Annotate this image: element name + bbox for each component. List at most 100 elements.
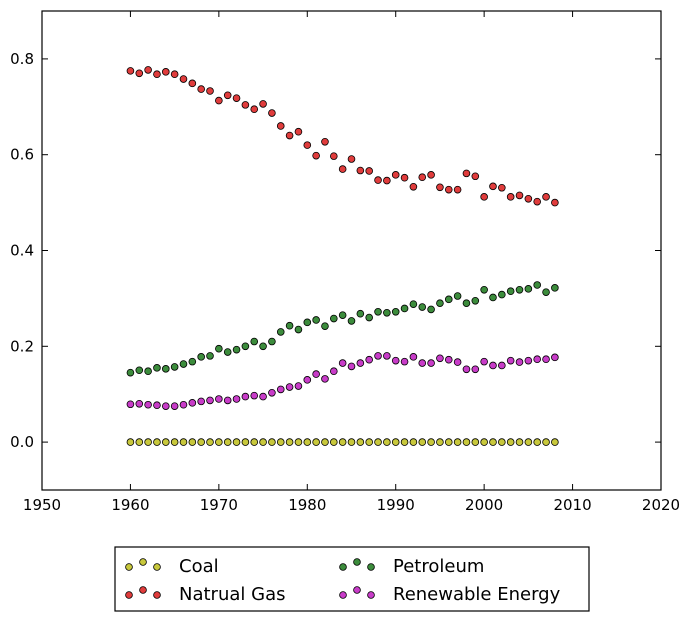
- data-point: [206, 396, 214, 405]
- data-point: [391, 171, 400, 179]
- data-point: [179, 75, 188, 83]
- data-point: [215, 344, 223, 353]
- data-point: [462, 169, 471, 178]
- data-point: [294, 127, 303, 136]
- data-point: [321, 438, 329, 446]
- data-point: [153, 364, 161, 372]
- data-point: [303, 376, 312, 384]
- data-point: [197, 438, 205, 446]
- y-tick-label: 0.6: [10, 146, 34, 164]
- legend: Coal Natrual Gas Petroleum Renewable Energy: [114, 546, 590, 612]
- data-point: [170, 438, 179, 446]
- legend-marker: [153, 563, 161, 571]
- data-point: [126, 368, 135, 377]
- data-point: [533, 281, 541, 289]
- data-point: [179, 438, 188, 446]
- data-point: [444, 438, 453, 446]
- data-point: [250, 105, 259, 113]
- data-point: [480, 193, 488, 201]
- data-point: [347, 438, 356, 446]
- data-point: [144, 66, 152, 74]
- data-point: [551, 198, 559, 207]
- data-point: [498, 290, 506, 299]
- data-point: [542, 438, 550, 446]
- data-point: [223, 91, 232, 100]
- data-point: [436, 183, 444, 192]
- data-point: [409, 300, 418, 308]
- data-point: [489, 182, 497, 191]
- axes-frame: [41, 10, 662, 491]
- data-point: [321, 375, 329, 383]
- data-point: [365, 313, 373, 322]
- legend-marker: [153, 591, 161, 599]
- data-point: [409, 182, 418, 191]
- data-point: [268, 388, 276, 397]
- data-point: [436, 299, 444, 307]
- data-point: [338, 438, 347, 446]
- data-point: [144, 400, 152, 409]
- data-point: [135, 399, 144, 408]
- data-point: [471, 172, 480, 181]
- data-point: [409, 438, 418, 446]
- plot-area: 1950 1960 1970 1980 1990 2000 2010 2020 0.0 0.2 0.…: [10, 10, 680, 514]
- data-point: [515, 358, 524, 366]
- data-point: [356, 309, 365, 318]
- legend-marker: [353, 558, 361, 566]
- x-tick-label: 1960: [111, 496, 149, 514]
- data-point: [338, 359, 347, 367]
- data-point: [179, 360, 188, 368]
- data-point: [179, 400, 188, 409]
- data-point: [356, 359, 365, 367]
- data-point: [285, 438, 294, 446]
- data-point: [471, 438, 480, 446]
- data-point: [551, 438, 559, 446]
- legend-marker: [125, 591, 133, 599]
- data-point: [144, 367, 152, 376]
- data-point: [303, 318, 312, 327]
- data-point: [515, 191, 524, 200]
- data-point: [223, 396, 232, 405]
- data-point: [259, 342, 267, 351]
- data-point: [162, 438, 170, 446]
- data-point: [444, 185, 453, 194]
- data-point: [250, 438, 259, 446]
- data-point: [312, 370, 320, 378]
- legend-marker: [125, 563, 133, 571]
- data-point: [276, 328, 285, 336]
- data-point: [188, 79, 197, 88]
- data-point: [471, 296, 480, 305]
- data-point: [506, 356, 515, 365]
- data-point: [321, 322, 329, 330]
- data-point: [188, 399, 197, 407]
- y-tick-label: 0.2: [10, 337, 34, 355]
- data-point: [427, 359, 435, 367]
- data-point: [489, 293, 497, 302]
- data-point: [400, 438, 409, 446]
- data-point: [391, 356, 400, 365]
- data-point: [162, 402, 170, 410]
- data-point: [197, 85, 205, 93]
- data-point: [241, 392, 250, 401]
- data-point: [409, 353, 418, 361]
- series-coal: [126, 438, 559, 446]
- legend-item: Coal: [125, 556, 219, 577]
- data-point: [444, 295, 453, 304]
- series-petroleum: [126, 281, 559, 377]
- data-point: [223, 348, 232, 356]
- data-point: [480, 357, 488, 366]
- data-point: [312, 316, 320, 324]
- data-point: [551, 353, 559, 362]
- data-point: [215, 438, 223, 446]
- data-point: [533, 197, 541, 206]
- data-point: [276, 438, 285, 446]
- data-point: [374, 308, 382, 316]
- data-point: [436, 438, 444, 446]
- data-point: [453, 292, 462, 300]
- data-point: [232, 438, 241, 446]
- data-point: [241, 342, 250, 351]
- data-point: [197, 397, 205, 406]
- data-point: [418, 438, 427, 446]
- data-point: [524, 356, 533, 365]
- data-point: [294, 438, 303, 446]
- data-point: [418, 359, 427, 367]
